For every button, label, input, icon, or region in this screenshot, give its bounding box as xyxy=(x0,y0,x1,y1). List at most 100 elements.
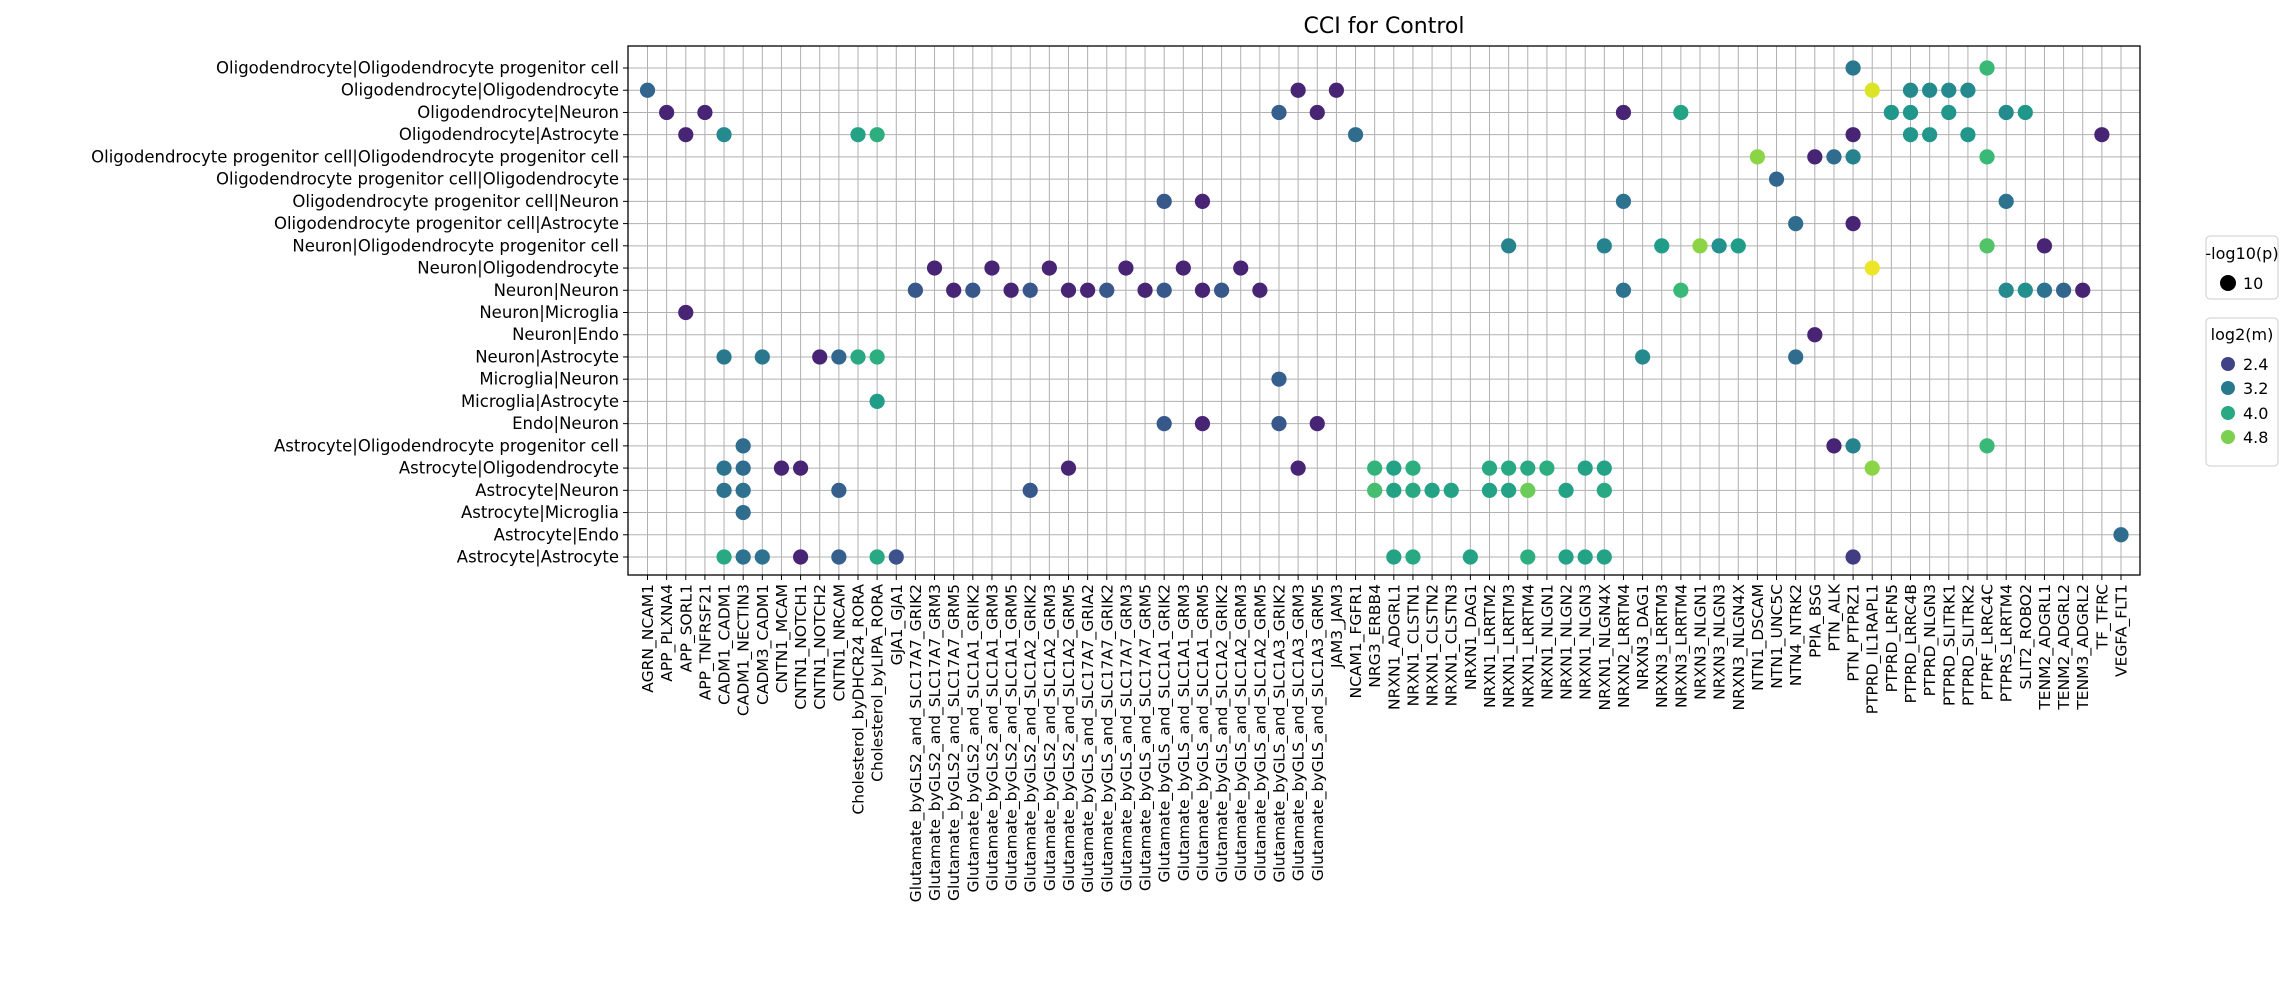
x-tick-label: Glutamate_byGLS_and_SLC1A2_GRIK2 xyxy=(1213,584,1232,883)
data-point xyxy=(735,504,751,521)
x-tick-label: NTN1_UNC5C xyxy=(1768,584,1787,689)
data-point xyxy=(1979,149,1995,165)
data-point xyxy=(716,127,732,143)
data-point xyxy=(1711,238,1727,254)
x-tick-label: Glutamate_byGLS2_and_SLC17A7_GRM5 xyxy=(945,584,964,901)
size-legend-label: 10 xyxy=(2243,274,2263,293)
data-point xyxy=(678,304,694,321)
data-point xyxy=(1520,549,1536,565)
data-point xyxy=(1194,416,1211,432)
data-point xyxy=(1233,260,1249,276)
x-tick-label: Glutamate_byGLS2_and_SLC1A1_GRM5 xyxy=(1003,584,1022,891)
x-tick-label: Glutamate_byGLS2_and_SLC1A2_GRIK2 xyxy=(1022,584,1041,892)
data-point xyxy=(869,549,885,565)
x-tick-label: PTPRD_NLGN3 xyxy=(1921,584,1940,696)
data-point xyxy=(1998,193,2014,209)
data-point xyxy=(1941,82,1957,98)
data-point xyxy=(659,104,675,121)
data-point xyxy=(1099,282,1115,298)
x-tick-label: Glutamate_byGLS_and_SLC1A2_GRM5 xyxy=(1251,584,1270,881)
data-point xyxy=(1194,193,1211,209)
data-point xyxy=(735,438,751,454)
data-point xyxy=(1386,460,1402,476)
x-tick-label: APP_PLXNA4 xyxy=(658,584,677,682)
x-tick-label: CADM1_CADM1 xyxy=(716,584,735,705)
data-point xyxy=(1749,149,1766,165)
color-legend-marker xyxy=(2221,430,2235,444)
x-tick-label: NRXN1_CLSTN1 xyxy=(1404,584,1423,706)
data-point xyxy=(1386,549,1402,565)
y-tick-label: Oligodendrocyte progenitor cell|Neuron xyxy=(292,192,619,211)
data-point xyxy=(716,482,732,498)
data-point xyxy=(697,104,713,121)
x-tick-label: NRXN3_NLGN3 xyxy=(1711,584,1730,700)
y-tick-label: Microglia|Astrocyte xyxy=(461,392,619,411)
data-point xyxy=(1118,260,1134,276)
data-point xyxy=(1405,460,1421,476)
color-legend-label: 4.8 xyxy=(2243,428,2268,447)
data-point xyxy=(1634,349,1651,365)
data-point xyxy=(1481,460,1498,476)
data-point xyxy=(1979,60,1995,76)
data-point xyxy=(1060,460,1077,476)
color-legend-marker xyxy=(2221,357,2235,371)
y-tick-label: Astrocyte|Endo xyxy=(494,525,619,544)
data-point xyxy=(716,460,732,476)
x-tick-label: PTPRF_LRRC4C xyxy=(1979,584,1998,701)
data-point xyxy=(1060,282,1077,298)
size-legend-title: -log10(p) xyxy=(2205,244,2278,263)
data-point xyxy=(1520,460,1536,476)
data-point xyxy=(1615,193,1632,209)
data-point xyxy=(1539,460,1555,476)
x-tick-label: Glutamate_byGLS2_and_SLC1A2_GRM3 xyxy=(1041,584,1060,891)
x-tick-label: TENM2_ADGRL2 xyxy=(2055,584,2074,711)
data-point xyxy=(2094,127,2110,143)
data-point xyxy=(1788,215,1804,232)
data-point xyxy=(735,482,751,498)
data-point xyxy=(735,460,751,476)
x-tick-label: PTPRD_LRFN5 xyxy=(1883,584,1902,692)
x-tick-label: NRXN1_NLGN3 xyxy=(1577,584,1596,700)
data-point xyxy=(1175,260,1191,276)
data-point xyxy=(1864,460,1880,476)
y-tick-label: Oligodendrocyte|Astrocyte xyxy=(399,125,619,144)
data-point xyxy=(1041,260,1057,276)
data-point xyxy=(1501,460,1517,476)
color-legend-title: log2(m) xyxy=(2211,325,2274,344)
color-legend-marker xyxy=(2221,406,2235,420)
data-point xyxy=(1156,193,1172,209)
data-point xyxy=(1290,460,1306,476)
x-tick-label: NRXN1_LRRTM3 xyxy=(1500,584,1519,708)
y-tick-label: Microglia|Neuron xyxy=(479,370,619,389)
data-point xyxy=(1845,127,1861,143)
data-point xyxy=(1309,416,1325,432)
y-tick-label: Neuron|Astrocyte xyxy=(475,347,619,366)
data-point xyxy=(1501,482,1517,498)
data-point xyxy=(1481,482,1498,498)
data-point xyxy=(1309,104,1325,121)
data-point xyxy=(907,282,924,298)
data-point xyxy=(831,549,847,565)
data-point xyxy=(1271,104,1287,121)
x-tick-label: Cholesterol_byDHCR24_RORA xyxy=(850,584,869,815)
color-legend-label: 2.4 xyxy=(2243,355,2268,374)
x-tick-label: Glutamate_byGLS_and_SLC1A3_GRM3 xyxy=(1290,584,1309,881)
x-tick-label: GJA1_GJA1 xyxy=(888,584,907,665)
data-point xyxy=(754,349,770,365)
data-point xyxy=(1252,282,1268,298)
data-point xyxy=(2017,104,2033,121)
data-point xyxy=(1826,438,1842,454)
x-tick-label: PTPRS_LRRTM4 xyxy=(1998,584,2017,702)
data-point xyxy=(1673,104,1689,121)
y-tick-label: Oligodendrocyte progenitor cell|Astrocyt… xyxy=(274,214,619,233)
y-tick-label: Oligodendrocyte|Oligodendrocyte progenit… xyxy=(216,59,619,78)
x-tick-label: Glutamate_byGLS_and_SLC1A1_GRM3 xyxy=(1175,584,1194,881)
data-point xyxy=(1501,238,1517,254)
x-tick-label: Glutamate_byGLS_and_SLC1A2_GRM3 xyxy=(1232,584,1251,881)
x-tick-label: Glutamate_byGLS_and_SLC17A7_GRM3 xyxy=(1117,584,1136,891)
x-tick-label: NRXN1_DAG1 xyxy=(1462,584,1481,690)
x-tick-label: SLIT2_ROBO2 xyxy=(2017,584,2036,690)
data-point xyxy=(1213,282,1230,298)
color-legend-box xyxy=(2205,317,2279,467)
